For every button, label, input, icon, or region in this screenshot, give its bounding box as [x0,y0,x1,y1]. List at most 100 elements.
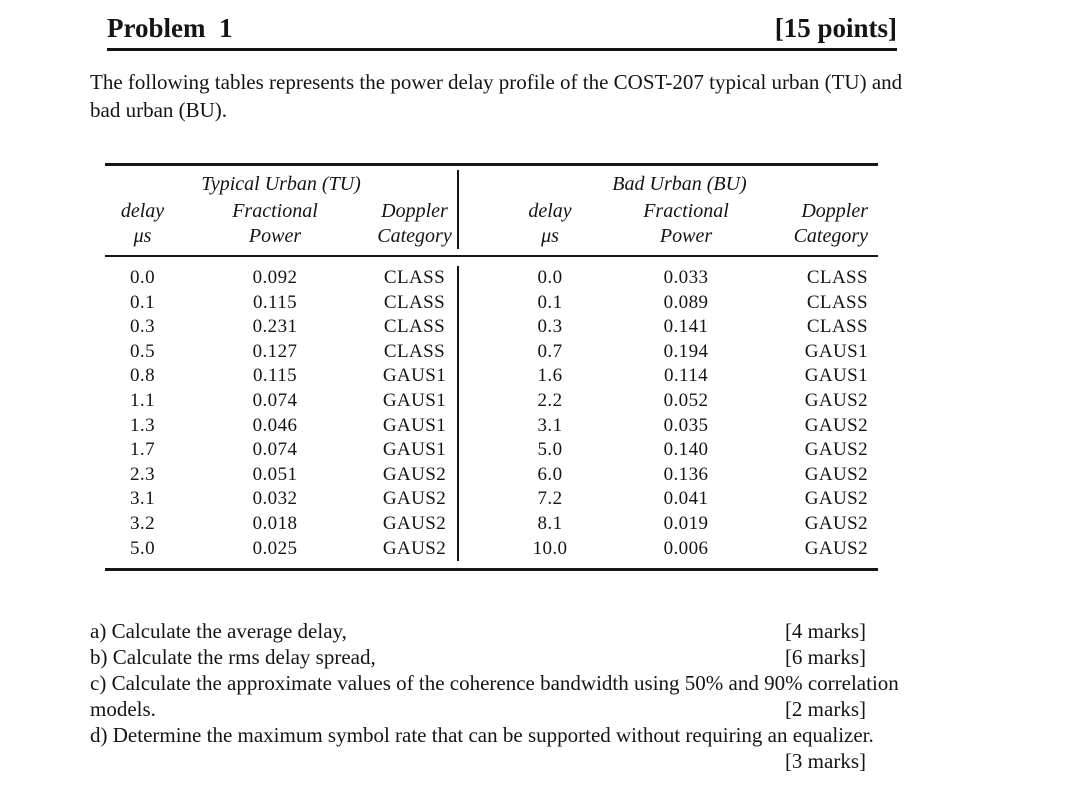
table-cell: GAUS1 [382,365,447,387]
questions-list: a) Calculate the average delay, [4 marks… [90,618,899,774]
bu-delay-header-line2: μs [541,225,559,247]
table-cell: 5.0 [537,439,563,461]
table-cell: 1.7 [130,439,155,461]
tu-fractional-header-line2: Power [248,225,302,247]
table-cell: 0.089 [663,291,709,313]
question-text: c) Calculate the approximate values of t… [90,671,899,695]
table-cell: 1.3 [130,414,155,436]
table-cell: 0.194 [663,340,709,362]
points-label: [15 points] [774,13,897,43]
bu-doppler-category-header: Doppler Category [731,199,876,249]
table-cell: 8.1 [537,512,563,534]
table-cell: 0.140 [663,439,709,461]
table-cell: 0.115 [252,365,298,387]
table-cell: 0.052 [663,389,709,411]
table-header: Typical Urban (TU) delay μs Fractional P… [105,166,878,257]
table-cell: 0.025 [252,537,298,559]
intro-paragraph: The following tables represents the powe… [90,68,902,124]
table-cell: 0.5 [130,340,155,362]
table-cell: 6.0 [537,463,563,485]
table-cell: 0.032 [252,488,298,510]
tu-column-headers: delay μs Fractional Power Doppler Catego… [105,199,457,249]
tu-fractional-power-header: Fractional Power [180,199,370,249]
table-cell: 0.0 [537,267,563,288]
problem-title: Problem 1 [107,13,233,43]
tu-doppler-header-line1: Doppler [381,200,448,222]
question-text: b) Calculate the rms delay spread, [90,645,376,669]
intro-line-2: bad urban (BU). [90,98,228,122]
table-cell: 0.0 [130,267,155,288]
question-row: b) Calculate the rms delay spread, [6 ma… [90,644,866,670]
table-cell: 0.3 [130,316,155,338]
table-cell: CLASS [383,291,446,313]
table-cell: CLASS [383,316,446,338]
table-cell: GAUS1 [804,365,868,387]
table-cell: GAUS1 [804,340,868,362]
table-cell: GAUS2 [804,463,868,485]
table-cell: 3.1 [537,414,563,436]
table-cell: GAUS2 [804,439,868,461]
question-text: d) Determine the maximum symbol rate tha… [90,723,874,747]
marks-label: [3 marks] [784,749,866,773]
table-cell: CLASS [383,340,446,362]
table-cell: GAUS2 [804,537,868,559]
tu-fractional-header-line1: Fractional [232,200,318,222]
table-cell: 0.051 [252,463,298,485]
table-cell: GAUS2 [382,512,447,534]
question-row: c) Calculate the approximate values of t… [90,670,899,696]
table-cell: GAUS2 [804,488,868,510]
table-cell: 1.1 [130,389,155,411]
bu-doppler-header-line1: Doppler [801,200,868,222]
tu-delay-header-line2: μs [133,225,152,247]
bu-table-body: 0.0 0.033 CLASS 0.1 0.089 CLASS 0.3 0.14… [459,266,876,561]
tu-table-body: 0.0 0.092 CLASS 0.1 0.115 CLASS 0.3 0.23… [105,266,459,562]
table-cell: 0.035 [663,414,709,436]
intro-line-1: The following tables represents the powe… [90,70,903,94]
table-cell: 0.046 [252,414,298,436]
question-row: d) Determine the maximum symbol rate tha… [90,722,874,748]
table-cell: 0.3 [537,316,563,338]
table-cell: 0.114 [663,365,709,387]
table-cell: 1.6 [537,365,563,387]
question-row: models. [2 marks] [90,696,866,722]
table-cell: 10.0 [532,537,568,559]
table-cell: GAUS2 [382,488,447,510]
table-cell: 0.7 [537,340,563,362]
table-cell: 0.141 [663,316,709,338]
tu-header-section: Typical Urban (TU) delay μs Fractional P… [105,170,459,249]
bu-doppler-header-line2: Category [793,225,868,247]
bu-group-title: Bad Urban (BU) [612,173,747,195]
problem-header: Problem 1 [15 points] [107,13,897,51]
table-cell: 0.074 [252,389,298,411]
bu-fractional-header-line2: Power [659,225,713,247]
question-text: a) Calculate the average delay, [90,619,347,643]
bu-column-headers: delay μs Fractional Power Doppler Catego… [459,199,876,249]
power-delay-profile-table: Typical Urban (TU) delay μs Fractional P… [105,163,878,572]
tu-doppler-header-line2: Category [377,225,452,247]
table-cell: 5.0 [130,537,155,559]
table-cell: CLASS [806,291,868,313]
tu-doppler-category-header: Doppler Category [370,199,459,249]
table-cell: 0.018 [252,512,298,534]
table-cell: 0.041 [663,488,709,510]
marks-label: [4 marks] [784,619,866,643]
bu-fractional-power-header: Fractional Power [641,199,731,249]
marks-label: [2 marks] [784,697,866,721]
table-cell: 0.136 [663,463,709,485]
table-cell: GAUS2 [382,463,447,485]
table-cell: 0.019 [663,512,709,534]
table-cell: 0.1 [130,291,155,313]
table-cell: 0.8 [130,365,155,387]
tu-group-title: Typical Urban (TU) [201,173,361,195]
question-row: [3 marks] [90,748,866,774]
bu-delay-header: delay μs [459,199,641,249]
bu-fractional-header-line1: Fractional [643,200,729,222]
bu-delay-header-line1: delay [528,200,572,222]
table-cell: 0.127 [252,340,298,362]
question-row: a) Calculate the average delay, [4 marks… [90,618,866,644]
table-cell: 0.1 [537,291,563,313]
table-cell: 2.2 [537,389,563,411]
table-cell: 0.231 [252,316,298,338]
table-cell: 3.2 [130,512,155,534]
